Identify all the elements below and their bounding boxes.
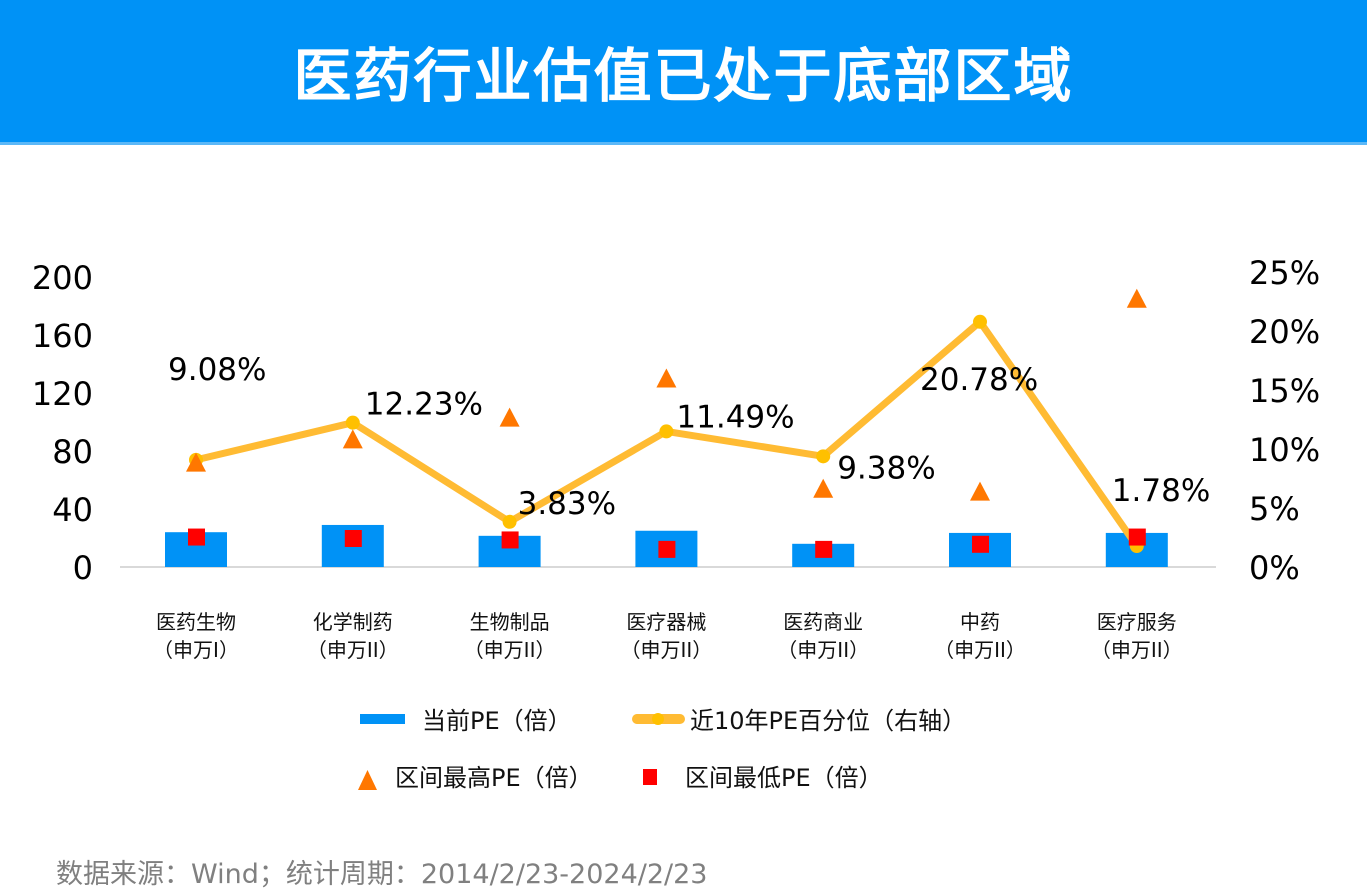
scatter-series-max-pe [186, 288, 1147, 501]
max-pe-marker [656, 368, 677, 388]
scatter-series-min-pe [188, 528, 1146, 558]
legend-label-max-pe: 区间最高PE（倍） [395, 764, 593, 792]
category-sublabel: （申万II） [464, 638, 556, 662]
line-data-label: 11.49% [676, 399, 794, 435]
legend-line-marker [652, 713, 664, 725]
line-point [345, 415, 360, 430]
left-tick-label: 200 [32, 259, 93, 297]
category-label: 医药商业 [783, 610, 863, 634]
right-tick-label: 20% [1249, 313, 1320, 351]
line-point [816, 449, 831, 464]
title-banner: 医药行业估值已处于底部区域 [0, 0, 1367, 145]
min-pe-marker [658, 540, 676, 558]
min-pe-marker [501, 531, 519, 549]
legend-triangle-icon [358, 770, 377, 790]
category-sublabel: （申万II） [1091, 638, 1183, 662]
left-axis: 0 40 80 120 160 200 [32, 259, 93, 587]
max-pe-marker [499, 407, 520, 427]
category-sublabel: （申万II） [934, 638, 1026, 662]
line-data-labels: 9.08% 12.23% 3.83% 11.49% 9.38% 20.78% 1.78% [168, 352, 1210, 522]
chart: 0 40 80 120 160 200 0% 5% 10% 15% 20% 25% 9.08% 12.… [32, 254, 1320, 792]
legend-label-min-pe: 区间最低PE（倍） [685, 764, 883, 792]
category-labels: 医药生物 （申万I） 化学制药 （申万II） 生物制品 （申万II） 医疗器械 （申万II） 医… [153, 610, 1183, 662]
right-tick-label: 10% [1249, 431, 1320, 469]
right-axis: 0% 5% 10% 15% 20% 25% [1249, 254, 1320, 587]
legend-label-percentile: 近10年PE百分位（右轴） [690, 707, 966, 735]
line-point [659, 424, 674, 439]
left-tick-label: 80 [52, 433, 93, 471]
category-label: 生物制品 [470, 610, 550, 634]
category-label: 医疗器械 [626, 610, 706, 634]
data-source-note: 数据来源：Wind；统计周期：2014/2/23-2024/2/23 [56, 859, 708, 890]
line-data-label: 9.08% [168, 352, 266, 388]
line-data-label: 3.83% [518, 486, 616, 522]
category-sublabel: （申万I） [153, 638, 239, 662]
legend-bar-swatch [360, 714, 405, 724]
max-pe-marker [1126, 288, 1147, 308]
line-series-percentile [189, 314, 1144, 553]
category-sublabel: （申万II） [307, 638, 399, 662]
legend: 当前PE（倍） 近10年PE百分位（右轴） 区间最高PE（倍） 区间最低PE（倍… [358, 707, 966, 792]
category-label: 医药生物 [156, 610, 236, 634]
min-pe-marker [188, 528, 205, 546]
max-pe-marker [970, 481, 990, 501]
category-label: 化学制药 [313, 610, 393, 634]
category-label: 中药 [960, 610, 1000, 634]
min-pe-marker [344, 530, 362, 547]
left-tick-label: 160 [32, 317, 93, 355]
right-tick-label: 15% [1249, 372, 1320, 410]
category-sublabel: （申万II） [777, 638, 869, 662]
left-tick-label: 0 [73, 549, 93, 587]
category-label: 医疗服务 [1097, 610, 1177, 634]
line-data-label: 1.78% [1112, 473, 1210, 509]
category-sublabel: （申万II） [621, 638, 713, 662]
line-data-label: 12.23% [365, 387, 483, 423]
right-tick-label: 25% [1249, 254, 1320, 292]
line-point [502, 514, 517, 529]
min-pe-marker [1128, 528, 1146, 546]
page-title: 医药行业估值已处于底部区域 [293, 42, 1074, 110]
left-tick-label: 120 [32, 375, 93, 413]
right-tick-label: 5% [1249, 490, 1300, 528]
min-pe-marker [815, 540, 833, 558]
left-tick-label: 40 [52, 491, 93, 529]
max-pe-marker [813, 478, 834, 498]
legend-label-current-pe: 当前PE（倍） [422, 707, 572, 735]
max-pe-marker [342, 429, 363, 449]
line-data-label: 20.78% [920, 362, 1038, 398]
legend-square-icon [643, 769, 657, 785]
max-pe-marker [186, 452, 206, 472]
min-pe-marker [972, 535, 989, 553]
line-point [973, 314, 987, 329]
right-tick-label: 0% [1249, 549, 1300, 587]
line-data-label: 9.38% [837, 450, 935, 486]
